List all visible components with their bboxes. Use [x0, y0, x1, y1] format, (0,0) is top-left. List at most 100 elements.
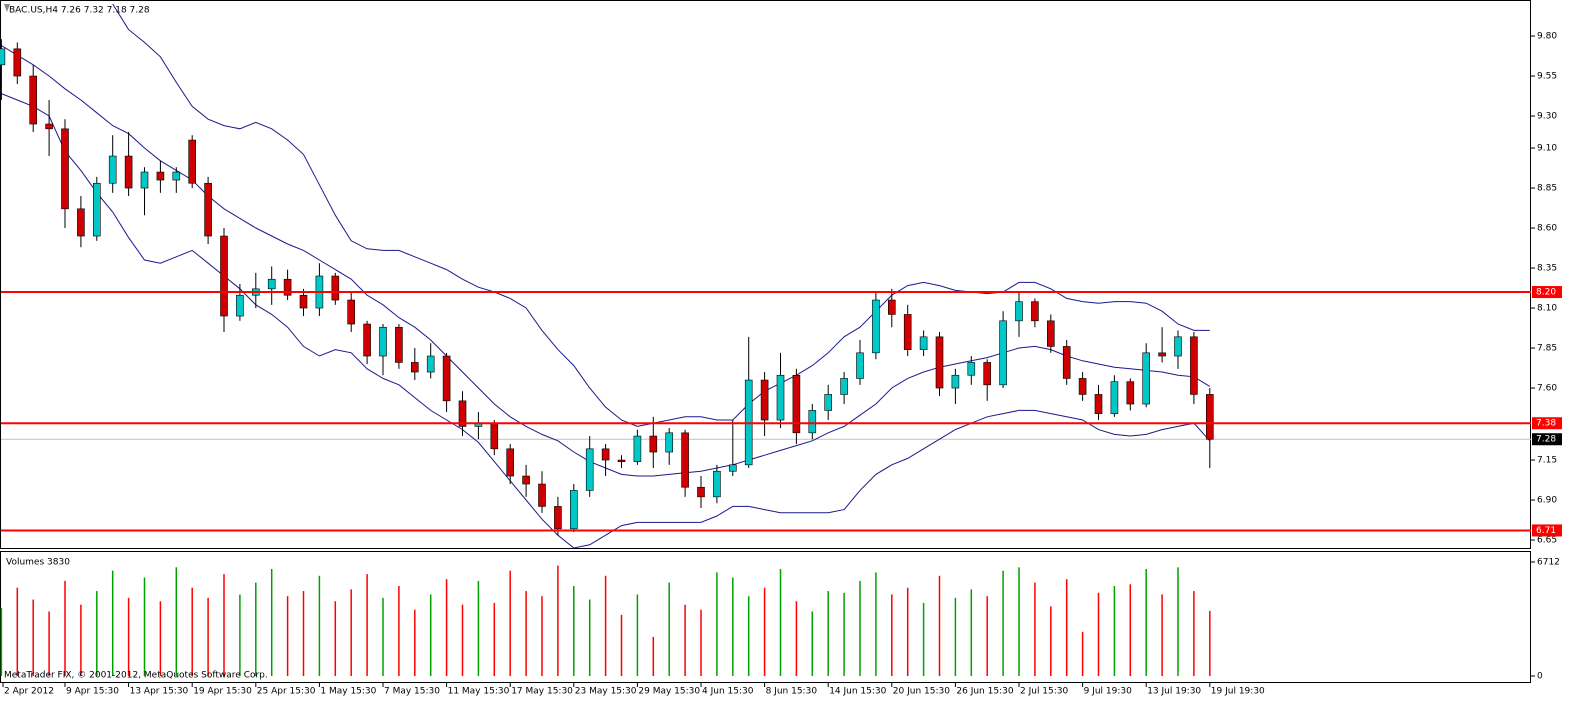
- candle-body: [872, 299, 880, 354]
- y-tick-label: 8.10: [1537, 304, 1557, 314]
- candle-body: [13, 48, 22, 77]
- candle-body: [347, 299, 356, 325]
- y-tick-label: 6.90: [1537, 496, 1557, 506]
- candle-body: [363, 323, 371, 357]
- candle-body: [93, 182, 101, 237]
- candle-body: [506, 448, 515, 477]
- x-tick-label: 2 Apr 2012: [4, 687, 54, 697]
- candle-body: [1062, 346, 1071, 379]
- candle-body: [45, 123, 53, 130]
- volume-tick-label: 6712: [1537, 558, 1560, 568]
- candle-body: [61, 128, 69, 210]
- y-tick-label: 9.10: [1537, 144, 1557, 154]
- candle-body: [999, 320, 1007, 386]
- candle-body: [0, 48, 6, 66]
- candle-body: [681, 432, 689, 488]
- candle-body: [124, 155, 133, 189]
- candle-body: [697, 486, 705, 498]
- y-tick-label: 8.35: [1537, 264, 1557, 274]
- x-tick-label: 13 Jul 19:30: [1147, 687, 1201, 697]
- plot: 9.80 9.55 9.30 9.10 8.85 8.60 8.35 8.10 7.85 7.60…: [0, 3, 1562, 697]
- candle-body: [967, 362, 976, 376]
- current-price-box: [1532, 433, 1562, 446]
- candle-body: [728, 464, 737, 472]
- x-tick-label: 25 Apr 15:30: [257, 687, 316, 697]
- level-box: [1532, 524, 1562, 537]
- candle-body: [760, 379, 769, 421]
- candle-body: [1126, 381, 1135, 405]
- x-tick-label: 13 Apr 15:30: [130, 687, 189, 697]
- candle-body: [983, 362, 992, 386]
- candle-body: [1206, 394, 1214, 440]
- x-tick-label: 11 May 15:30: [448, 687, 510, 697]
- y-tick-label: 9.55: [1537, 72, 1557, 82]
- chart-title: BAC.US,H4 7.26 7.32 7.18 7.28: [9, 6, 150, 16]
- candle-body: [299, 294, 308, 309]
- band-lower: [1, 93, 1211, 549]
- x-tick-label: 9 Jul 19:30: [1084, 687, 1133, 697]
- candle-body: [522, 475, 530, 485]
- y-tick-label: 8.85: [1537, 184, 1557, 194]
- x-tick-label: 9 Apr 15:30: [66, 687, 119, 697]
- x-tick-label: 19 Apr 15:30: [193, 687, 252, 697]
- candle-body: [140, 171, 149, 189]
- y-tick-label: 7.85: [1537, 344, 1557, 354]
- candle-body: [1078, 378, 1087, 395]
- candle-body: [1015, 301, 1023, 322]
- x-tick-label: 17 May 15:30: [511, 687, 573, 697]
- x-tick-label: 8 Jun 15:30: [766, 687, 818, 697]
- candle-body: [236, 294, 244, 317]
- x-tick-label: 1 May 15:30: [320, 687, 376, 697]
- candle-body: [458, 400, 467, 427]
- x-tick-label: 2 Jul 15:30: [1020, 687, 1069, 697]
- candle-body: [1094, 394, 1103, 414]
- candle-body: [1047, 320, 1055, 347]
- x-tick-label: 20 Jun 15:30: [893, 687, 950, 697]
- candle-body: [649, 435, 658, 453]
- candle-body: [538, 483, 546, 507]
- candle-body: [569, 490, 578, 530]
- candle-body: [554, 506, 562, 530]
- candle-body: [665, 432, 674, 453]
- y-tick-label: 9.80: [1537, 32, 1557, 42]
- candle-body: [903, 314, 912, 350]
- candle-body: [919, 336, 928, 350]
- candle-body: [808, 410, 817, 434]
- candle-body: [204, 182, 212, 237]
- candle-body: [792, 374, 801, 434]
- candle-body: [331, 275, 340, 301]
- labels: BAC.US,H4 7.26 7.32 7.18 7.28 Volumes 38…: [4, 4, 268, 681]
- candle-body: [713, 470, 721, 498]
- candle-body: [29, 75, 38, 125]
- candle-body: [442, 355, 451, 402]
- candle-body: [220, 235, 228, 317]
- candle-body: [776, 374, 785, 421]
- candle-body: [887, 299, 896, 315]
- current-price-label: 7.28: [1536, 435, 1556, 445]
- x-tick-label: 23 May 15:30: [575, 687, 637, 697]
- x-tick-label: 14 Jun 15:30: [829, 687, 886, 697]
- candle-body: [283, 278, 292, 296]
- x-tick-label: 19 Jul 19:30: [1211, 687, 1265, 697]
- x-tick-label: 4 Jun 15:30: [702, 687, 754, 697]
- candle-body: [1031, 301, 1039, 322]
- y-tick-label: 9.30: [1537, 112, 1557, 122]
- candle-body: [1158, 352, 1166, 357]
- candle-body: [1110, 381, 1119, 414]
- candle-body: [633, 435, 642, 462]
- candle-body: [172, 171, 181, 181]
- candle-body: [379, 326, 387, 357]
- candle-body: [395, 326, 403, 363]
- copyright: MetaTrader FIX, © 2001-2012, MetaQuotes …: [4, 671, 268, 681]
- volume-panel: [0, 551, 1531, 683]
- volume-title: Volumes 3830: [6, 558, 70, 568]
- candle-body: [426, 355, 435, 373]
- level-label: 6.71: [1536, 526, 1556, 536]
- candle-body: [601, 448, 610, 461]
- candle-body: [77, 208, 85, 237]
- level-box: [1532, 286, 1562, 299]
- candle-body: [410, 362, 419, 373]
- volume-tick-label: 0: [1537, 672, 1543, 682]
- candle-body: [156, 171, 165, 181]
